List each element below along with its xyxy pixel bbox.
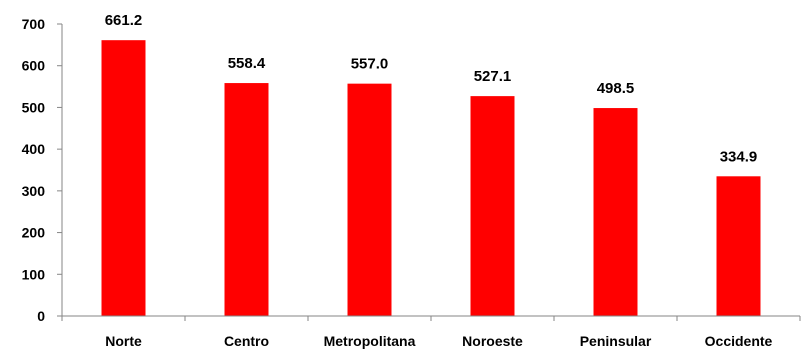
bar-noroeste	[470, 96, 515, 317]
x-category-label: Noroeste	[462, 333, 523, 349]
y-tick-label: 200	[22, 225, 46, 241]
y-tick-label: 400	[22, 141, 46, 157]
data-label: 558.4	[228, 55, 266, 72]
bar-occidente	[716, 176, 761, 316]
data-label: 557.0	[351, 56, 389, 73]
x-category-label: Peninsular	[580, 333, 652, 349]
bar-metropolitana	[347, 83, 392, 316]
y-tick-label: 0	[37, 308, 45, 324]
data-label: 334.9	[720, 148, 758, 165]
y-tick-label: 600	[22, 58, 46, 74]
bars: 661.2 558.4 557.0 527.1 498.5 334.9	[101, 12, 761, 317]
y-tick-label: 100	[22, 266, 46, 282]
x-category-label: Norte	[105, 333, 142, 349]
y-tick-label: 700	[22, 16, 46, 32]
x-category-label: Metropolitana	[324, 333, 416, 349]
y-tick-label: 300	[22, 183, 46, 199]
y-axis: 0 100 200 300 400 500 600 700	[22, 16, 63, 324]
x-category-label: Centro	[224, 333, 269, 349]
bar-centro	[224, 83, 269, 316]
data-label: 527.1	[474, 68, 512, 85]
bar-norte	[101, 40, 146, 316]
data-label: 498.5	[597, 80, 635, 97]
x-category-label: Occidente	[705, 333, 773, 349]
data-label: 661.2	[105, 12, 143, 29]
x-axis: Norte Centro Metropolitana Noroeste Peninsul…	[61, 315, 801, 349]
y-tick-label: 500	[22, 99, 46, 115]
bar-peninsular	[593, 108, 638, 316]
